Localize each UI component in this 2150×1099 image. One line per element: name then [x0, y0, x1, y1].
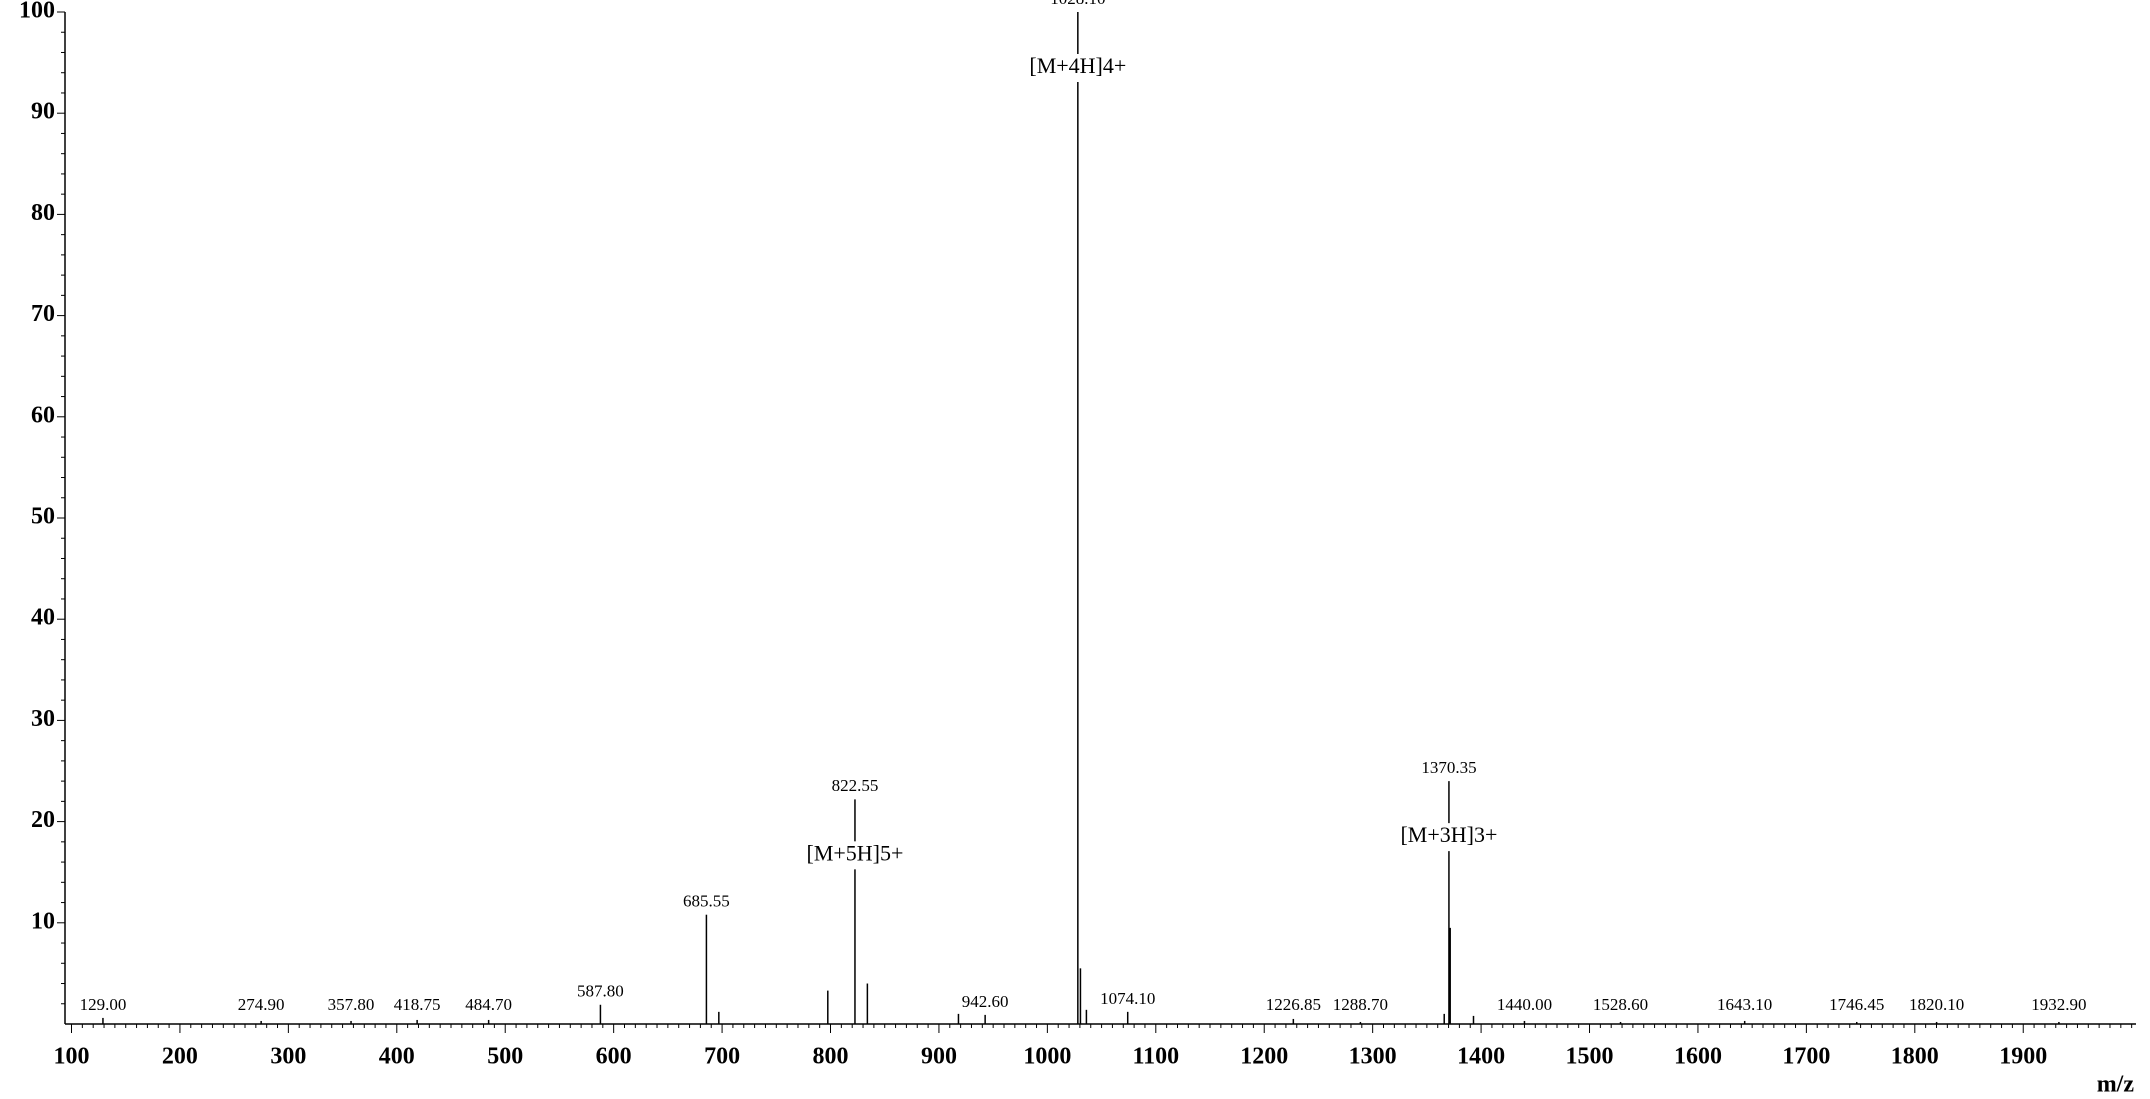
- peak-label: 1932.90: [2031, 995, 2086, 1014]
- y-tick-label: 10: [31, 908, 55, 934]
- peak-label: 1074.10: [1100, 989, 1155, 1008]
- x-tick-label: 1500: [1566, 1044, 1614, 1070]
- x-tick-label: 1800: [1891, 1044, 1939, 1070]
- peak-label: 129.00: [80, 995, 127, 1014]
- peak-label: 274.90: [238, 995, 285, 1014]
- peak-label: 1440.00: [1497, 995, 1552, 1014]
- peak-label: 484.70: [465, 995, 512, 1014]
- x-tick-label: 400: [379, 1044, 415, 1070]
- peak-label: 685.55: [683, 892, 730, 911]
- x-tick-label: 300: [270, 1044, 306, 1070]
- y-tick-label: 70: [31, 301, 55, 327]
- x-tick-label: 200: [162, 1044, 198, 1070]
- y-tick-label: 50: [31, 504, 55, 530]
- x-tick-label: 100: [54, 1044, 90, 1070]
- annotation: [M+5H]5+: [807, 840, 904, 865]
- annotation-bg: [1031, 54, 1124, 82]
- peak-label: 1028.10: [1050, 0, 1105, 8]
- x-tick-label: 600: [596, 1044, 632, 1070]
- x-tick-label: 800: [813, 1044, 849, 1070]
- x-tick-label: 1200: [1240, 1044, 1288, 1070]
- x-tick-label: 900: [921, 1044, 957, 1070]
- annotation-bg: [808, 841, 901, 870]
- x-tick-label: 1900: [1999, 1044, 2047, 1070]
- y-tick-label: 20: [31, 807, 55, 833]
- peak-label: 1288.70: [1333, 995, 1388, 1014]
- peak-label: 1643.10: [1717, 995, 1772, 1014]
- x-tick-label: 1100: [1132, 1044, 1179, 1070]
- peak-label: 1528.60: [1593, 995, 1648, 1014]
- annotation: [M+3H]3+: [1400, 822, 1497, 847]
- x-tick-label: 500: [487, 1044, 523, 1070]
- x-tick-label: 1300: [1349, 1044, 1397, 1070]
- x-tick-label: 700: [704, 1044, 740, 1070]
- annotation: [M+4H]4+: [1029, 53, 1126, 78]
- peak-label: 942.60: [962, 992, 1009, 1011]
- y-tick-label: 80: [31, 200, 55, 226]
- y-tick-label: 100: [19, 0, 55, 24]
- peak-label: 1226.85: [1266, 995, 1321, 1014]
- y-tick-label: 90: [31, 99, 55, 125]
- x-tick-label: 1600: [1674, 1044, 1722, 1070]
- peak-label: 1820.10: [1909, 995, 1964, 1014]
- x-tick-label: 1700: [1782, 1044, 1830, 1070]
- peak-label: 1746.45: [1829, 995, 1884, 1014]
- y-tick-label: 30: [31, 706, 55, 732]
- x-tick-label: 1000: [1023, 1044, 1071, 1070]
- x-tick-label: 1400: [1457, 1044, 1505, 1070]
- x-axis-label: m/z: [2097, 1072, 2135, 1098]
- peak-label: 357.80: [328, 995, 375, 1014]
- y-tick-label: 60: [31, 402, 55, 428]
- y-tick-label: 40: [31, 605, 55, 631]
- peak-label: 822.55: [832, 776, 879, 795]
- annotation-bg: [1402, 823, 1495, 852]
- peak-label: 418.75: [394, 995, 441, 1014]
- peak-label: 1370.35: [1421, 758, 1476, 777]
- peak-label: 587.80: [577, 982, 624, 1001]
